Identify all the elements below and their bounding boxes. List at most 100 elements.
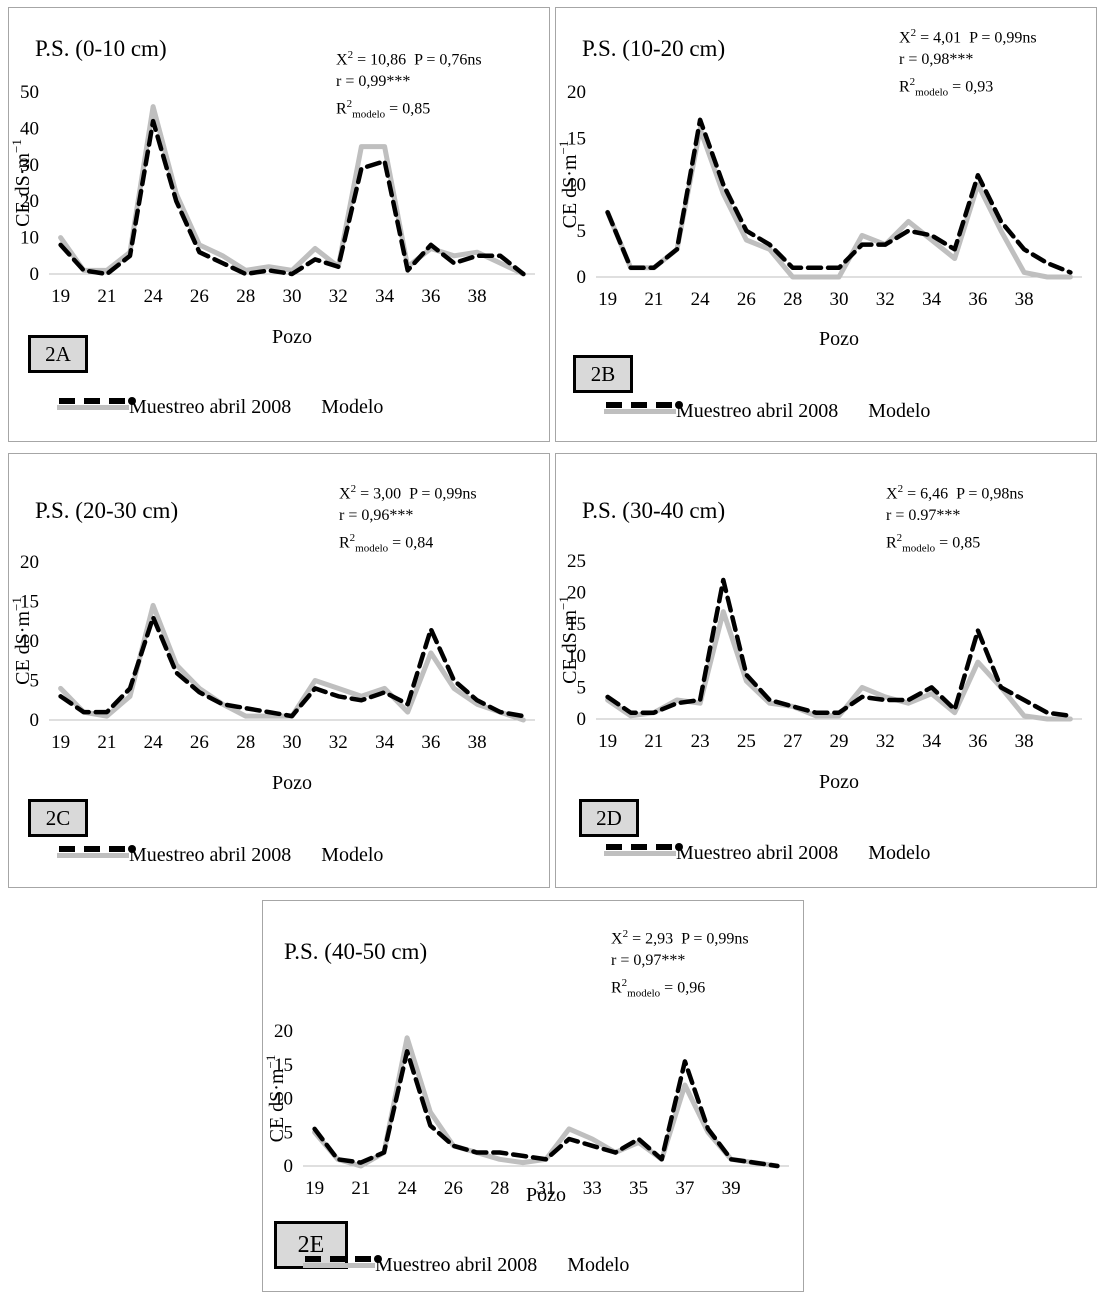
x-tick-label: 19 <box>305 1178 324 1199</box>
x-tick-label: 32 <box>329 732 348 753</box>
legend-swatch-sample <box>57 405 129 410</box>
line-chart: 0 5 10 15 20 19 21 24 26 28 31 33 35 37 39 Pozo CE dS·m−… <box>263 1021 789 1206</box>
y-tick-label: 20 <box>20 552 39 573</box>
y-tick-label: 10 <box>567 646 586 667</box>
x-tick-label: 36 <box>968 731 987 752</box>
y-tick-label: 20 <box>567 583 586 604</box>
x-tick-label: 19 <box>598 731 617 752</box>
x-tick-label: 26 <box>737 289 756 310</box>
x-tick-label: 25 <box>737 731 756 752</box>
x-tick-label: 26 <box>190 732 209 753</box>
series-line-model <box>58 118 526 277</box>
stats-block: X2 = 2,93 P = 0,99ns r = 0,97*** R2model… <box>611 923 749 1005</box>
legend: Muestreo abril 2008 Modelo <box>604 842 930 865</box>
legend-label-sample: Muestreo abril 2008 <box>676 400 839 422</box>
x-tick-label: 32 <box>876 289 895 310</box>
x-tick-label: 33 <box>583 1178 602 1199</box>
stats-block: X2 = 3,00 P = 0,99ns r = 0,96*** R2model… <box>339 478 477 560</box>
x-tick-label: 21 <box>644 289 663 310</box>
x-tick-label: 38 <box>468 286 487 307</box>
legend-label-model: Modelo <box>321 396 384 418</box>
stats-block: X2 = 10,86 P = 0,76ns r = 0,99*** R2mode… <box>336 44 482 126</box>
chart-title: P.S. (40-50 cm) <box>284 939 428 964</box>
legend-label-sample: Muestreo abril 2008 <box>129 396 292 418</box>
chart-title: P.S. (0-10 cm) <box>35 36 167 61</box>
chi-square-line: X2 = 2,93 P = 0,99ns <box>611 928 749 948</box>
r2-line: R2modelo = 0,84 <box>339 532 434 555</box>
y-axis-label: CE dS·m−1 <box>556 596 581 684</box>
x-axis-label: Pozo <box>272 326 312 348</box>
panel-badge: 2B <box>573 355 633 393</box>
series-line-model <box>605 577 1073 719</box>
x-tick-label: 29 <box>830 731 849 752</box>
y-tick-label: 15 <box>274 1055 293 1076</box>
legend: Muestreo abril 2008 Modelo <box>303 1254 629 1277</box>
y-tick-label: 0 <box>30 264 40 285</box>
y-tick-label: 0 <box>577 267 587 288</box>
r2-line: R2modelo = 0,96 <box>611 977 706 1000</box>
r2-line: R2modelo = 0,93 <box>899 76 994 99</box>
x-tick-label: 28 <box>783 289 802 310</box>
y-tick-label: 0 <box>30 710 40 731</box>
legend-label-sample: Muestreo abril 2008 <box>375 1254 538 1276</box>
x-tick-label: 19 <box>51 286 70 307</box>
legend-swatch-model <box>59 397 136 405</box>
x-tick-label: 26 <box>190 286 209 307</box>
chart-title: P.S. (10-20 cm) <box>582 36 726 61</box>
series-line-sample <box>605 126 1073 280</box>
chart-panel-2b: P.S. (10-20 cm) X2 = 4,01 P = 0,99ns r =… <box>555 7 1097 442</box>
legend: Muestreo abril 2008 Modelo <box>57 396 383 419</box>
r2-line: R2modelo = 0,85 <box>886 532 981 555</box>
r-line: r = 0.97*** <box>886 507 961 525</box>
x-tick-label: 28 <box>490 1178 509 1199</box>
x-tick-label: 19 <box>598 289 617 310</box>
x-tick-label: 26 <box>444 1178 463 1199</box>
x-tick-label: 36 <box>421 286 440 307</box>
x-tick-label: 36 <box>968 289 987 310</box>
x-tick-label: 37 <box>675 1178 694 1199</box>
y-tick-label: 0 <box>284 1156 294 1177</box>
panel-badge: 2A <box>28 335 88 373</box>
chi-square-line: X2 = 10,86 P = 0,76ns <box>336 49 482 69</box>
x-tick-label: 38 <box>1015 731 1034 752</box>
y-tick-label: 40 <box>20 118 39 139</box>
r-line: r = 0,98*** <box>899 51 974 69</box>
x-axis-label: Pozo <box>819 771 859 793</box>
line-chart: 0 5 10 15 20 19 21 24 26 28 30 32 34 36 38 Pozo CE dS·m−… <box>556 82 1082 350</box>
x-tick-label: 21 <box>97 286 116 307</box>
legend-label-sample: Muestreo abril 2008 <box>129 844 292 866</box>
panel-badge: 2C <box>28 799 88 837</box>
x-tick-label: 30 <box>283 732 302 753</box>
r2-line: R2modelo = 0,85 <box>336 98 431 121</box>
y-tick-label: 15 <box>20 592 39 613</box>
x-tick-label: 39 <box>722 1178 741 1199</box>
x-tick-label: 38 <box>1015 289 1034 310</box>
x-tick-label: 34 <box>375 732 395 753</box>
legend-swatch-model <box>59 845 136 853</box>
legend-label-model: Modelo <box>868 400 931 422</box>
y-tick-label: 15 <box>567 614 586 635</box>
legend: Muestreo abril 2008 Modelo <box>604 400 930 423</box>
x-tick-label: 21 <box>351 1178 370 1199</box>
y-axis-label: CE dS·m−1 <box>556 141 581 229</box>
r-line: r = 0,97*** <box>611 952 686 970</box>
legend-swatch-model <box>305 1255 382 1263</box>
x-tick-label: 21 <box>97 732 116 753</box>
legend: Muestreo abril 2008 Modelo <box>57 844 383 867</box>
x-tick-label: 30 <box>830 289 849 310</box>
x-tick-label: 28 <box>236 732 255 753</box>
chart-panel-2d: P.S. (30-40 cm) X2 = 6,46 P = 0,98ns r =… <box>555 453 1097 888</box>
x-tick-label: 23 <box>691 731 710 752</box>
y-tick-label: 10 <box>20 631 39 652</box>
legend-label-model: Modelo <box>321 844 384 866</box>
legend-swatch-sample <box>604 409 676 414</box>
y-tick-label: 5 <box>284 1122 294 1143</box>
x-tick-label: 27 <box>783 731 802 752</box>
line-chart: 0 5 10 15 20 19 21 24 26 28 30 32 34 36 38 Pozo CE dS·m−… <box>9 552 535 794</box>
x-tick-label: 24 <box>144 286 164 307</box>
y-axis-label: CE dS·m−1 <box>9 597 34 685</box>
chi-square-line: X2 = 3,00 P = 0,99ns <box>339 483 477 503</box>
y-tick-label: 20 <box>567 82 586 103</box>
x-tick-label: 34 <box>922 731 942 752</box>
chi-square-line: X2 = 4,01 P = 0,99ns <box>899 27 1037 47</box>
